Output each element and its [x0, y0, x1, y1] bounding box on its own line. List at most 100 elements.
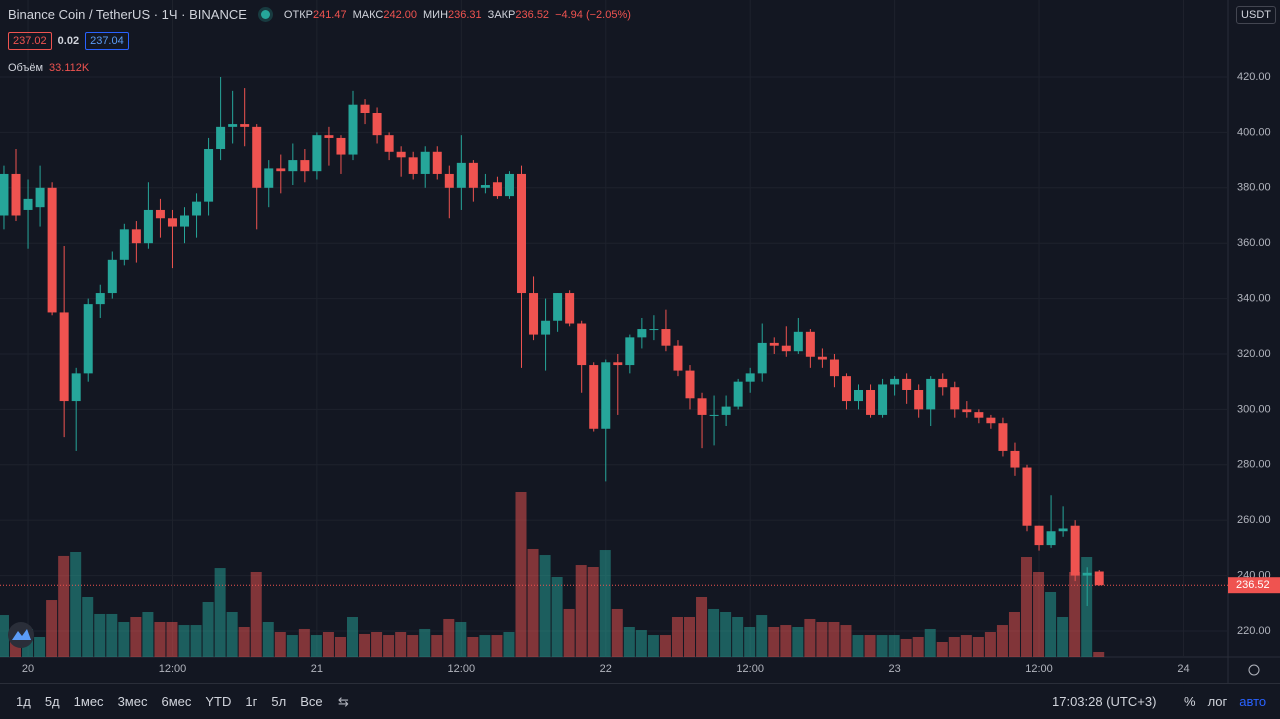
volume-bar — [286, 635, 298, 657]
y-tick-label: 360.00 — [1237, 237, 1271, 249]
candle-body — [517, 173, 527, 294]
candle-body — [1094, 571, 1104, 586]
volume-bar — [575, 565, 587, 657]
volume-bar — [948, 637, 960, 657]
volume-bar — [226, 612, 238, 657]
volume-bar — [635, 630, 647, 657]
range-button[interactable]: Все — [300, 694, 323, 709]
volume-bar — [178, 625, 190, 657]
candle-body — [300, 160, 310, 172]
volume-bar — [106, 613, 118, 657]
range-button[interactable]: 3мес — [117, 694, 148, 709]
volume-bar — [407, 635, 419, 657]
y-tick-label: 400.00 — [1237, 126, 1271, 138]
x-tick-label: 22 — [600, 663, 612, 675]
range-button[interactable]: 1д — [16, 694, 31, 709]
candle-body — [23, 198, 33, 210]
volume-bar — [864, 635, 876, 657]
volume-bar — [34, 637, 46, 657]
candle-body — [384, 135, 394, 152]
volume-bar — [587, 567, 599, 657]
volume-bar — [118, 622, 130, 657]
candle-body — [709, 414, 719, 416]
candle-body — [625, 337, 635, 366]
scale-option[interactable]: % — [1184, 694, 1196, 709]
candle-body — [829, 359, 839, 377]
range-button[interactable]: 5л — [271, 694, 287, 709]
settings-icon[interactable] — [1248, 664, 1260, 676]
candle-body — [757, 342, 767, 374]
volume-bar — [780, 625, 792, 657]
bid[interactable]: 237.02 — [8, 32, 52, 50]
candle-body — [553, 293, 563, 321]
scale-option[interactable]: лог — [1207, 694, 1228, 709]
volume-bar — [527, 548, 539, 657]
range-button[interactable]: YTD — [205, 694, 232, 709]
x-tick-label: 12:00 — [448, 663, 476, 675]
volume-bar — [371, 632, 383, 657]
close-value: 236.52 — [515, 8, 550, 21]
candle-body — [769, 342, 779, 346]
volume-bar — [708, 608, 720, 657]
clock: 17:03:28 (UTC+3) — [1052, 694, 1157, 709]
x-tick-label: 24 — [1177, 663, 1189, 675]
volume-bar — [912, 637, 924, 657]
scale-option[interactable]: авто — [1239, 694, 1267, 709]
y-tick-label: 420.00 — [1237, 71, 1271, 83]
x-tick-label: 21 — [311, 663, 323, 675]
range-button[interactable]: 5д — [44, 694, 60, 709]
candle-body — [276, 168, 286, 172]
candle-body — [59, 312, 69, 402]
candle-body — [119, 229, 129, 260]
volume-bar — [334, 637, 346, 657]
candle-body — [793, 331, 803, 352]
currency[interactable]: USDT — [1236, 6, 1276, 24]
candle-body — [155, 209, 165, 219]
y-tick-label: 260.00 — [1237, 514, 1271, 526]
candle-body — [456, 162, 466, 188]
candle-body — [890, 378, 900, 385]
candle-body — [324, 135, 334, 138]
volume-bar — [238, 627, 250, 657]
candle-body — [348, 104, 358, 155]
volume-name: Объём — [8, 62, 44, 74]
candle-body — [83, 304, 93, 374]
candle-body — [107, 259, 117, 294]
volume-bar — [359, 633, 371, 657]
candle-body — [372, 113, 382, 136]
volume-bar — [900, 638, 912, 657]
volume-bar — [551, 577, 563, 657]
candle-body — [817, 356, 827, 360]
volume-bar — [1057, 617, 1069, 657]
volume-bar — [214, 568, 226, 657]
volume-bar — [1081, 557, 1093, 657]
candle-body — [685, 370, 695, 399]
volume-bar — [744, 627, 756, 657]
range-buttons: 1д 5д 1мес 3мес 6мес YTD 1г 5л Все — [16, 694, 323, 709]
volume-bar — [768, 627, 780, 657]
volume-bar — [491, 635, 503, 657]
candle-body — [673, 345, 683, 371]
y-tick-label: 380.00 — [1237, 182, 1271, 194]
candle-body — [408, 157, 418, 174]
volume-bar — [876, 635, 888, 657]
volume-bar — [1069, 572, 1081, 657]
range-button[interactable]: 1г — [245, 694, 258, 709]
x-tick-label: 12:00 — [736, 663, 764, 675]
volume-bar — [1033, 572, 1045, 657]
symbol-title[interactable]: Binance Coin / TetherUS · 1Ч · BINANCE — [8, 7, 247, 22]
candle-body — [396, 151, 406, 158]
candle-body — [805, 331, 815, 357]
close-label: ЗАКР — [487, 8, 516, 21]
range-button[interactable]: 1мес — [73, 694, 104, 709]
x-tick-label: 12:00 — [1025, 663, 1053, 675]
open-label: ОТКР — [283, 8, 313, 21]
candle-body — [240, 124, 250, 127]
candle-body — [950, 387, 960, 410]
range-button[interactable]: 6мес — [161, 694, 192, 709]
ask[interactable]: 237.04 — [85, 32, 129, 50]
date-range-icon[interactable]: ⇆ — [338, 693, 349, 709]
candle-body — [998, 423, 1008, 451]
volume-bar — [0, 615, 9, 657]
